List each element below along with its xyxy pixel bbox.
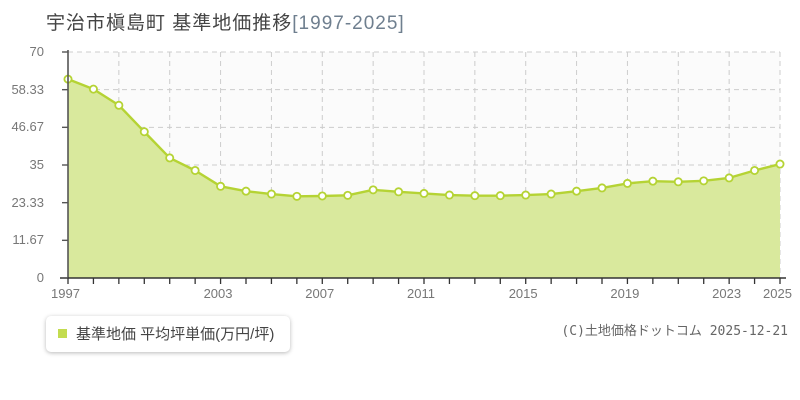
y-axis-label: 23.33 <box>11 194 44 210</box>
data-point-marker <box>343 190 353 200</box>
data-point-marker <box>292 191 302 201</box>
y-axis-label: 46.67 <box>11 119 44 135</box>
x-axis-label: 2019 <box>610 286 640 301</box>
data-point-marker <box>190 165 200 175</box>
data-point-marker <box>139 127 149 137</box>
legend-swatch-icon <box>58 329 67 338</box>
x-axis-label: 1997 <box>51 286 80 301</box>
data-point-marker <box>368 185 378 195</box>
data-point-marker <box>775 159 785 169</box>
data-point-marker <box>521 190 531 200</box>
data-point-marker <box>750 165 760 175</box>
chart-title-main: 宇治市槇島町 基準地価推移 <box>46 13 293 34</box>
y-axis-label: 70 <box>29 44 44 59</box>
legend-label: 基準地価 平均坪単価(万円/坪) <box>76 326 275 343</box>
y-axis-label: 35 <box>29 157 44 172</box>
data-point-marker <box>546 189 556 199</box>
chart-title-range: [1997-2025] <box>292 13 405 34</box>
x-axis-label: 2003 <box>203 286 233 301</box>
data-point-marker <box>673 177 683 187</box>
data-point-marker <box>724 173 734 183</box>
chart-legend[interactable]: 基準地価 平均坪単価(万円/坪) <box>46 316 291 352</box>
x-axis-label: 2007 <box>305 286 335 301</box>
data-point-marker <box>419 188 429 198</box>
x-axis-label: 2011 <box>407 286 435 301</box>
data-point-marker <box>495 191 505 201</box>
y-axis-label: 11.67 <box>12 232 44 248</box>
copyright-text: (C)土地価格ドットコム 2025-12-21 <box>561 324 788 339</box>
y-axis-label: 0 <box>36 270 44 285</box>
data-point-marker <box>317 191 327 201</box>
data-point-marker <box>394 187 404 197</box>
y-axis-label: 58.33 <box>11 81 44 97</box>
data-point-marker <box>699 176 709 186</box>
data-point-marker <box>88 84 98 94</box>
x-axis-label: 2015 <box>508 286 538 301</box>
area-fill <box>68 79 780 279</box>
x-axis-label: 2025 <box>763 286 792 301</box>
data-point-marker <box>648 176 658 186</box>
page-title: 宇治市槇島町 基準地価推移[1997-2025] <box>0 8 800 35</box>
data-point-marker <box>165 153 175 163</box>
data-point-marker <box>266 189 276 199</box>
data-point-marker <box>597 183 607 193</box>
data-point-marker <box>241 186 251 196</box>
data-point-marker <box>216 181 226 191</box>
data-point-marker <box>114 100 124 110</box>
data-point-marker <box>572 186 582 196</box>
data-point-marker <box>470 191 480 201</box>
data-point-marker <box>444 190 454 200</box>
x-axis-label: 2023 <box>712 286 742 301</box>
data-point-marker <box>622 178 632 188</box>
